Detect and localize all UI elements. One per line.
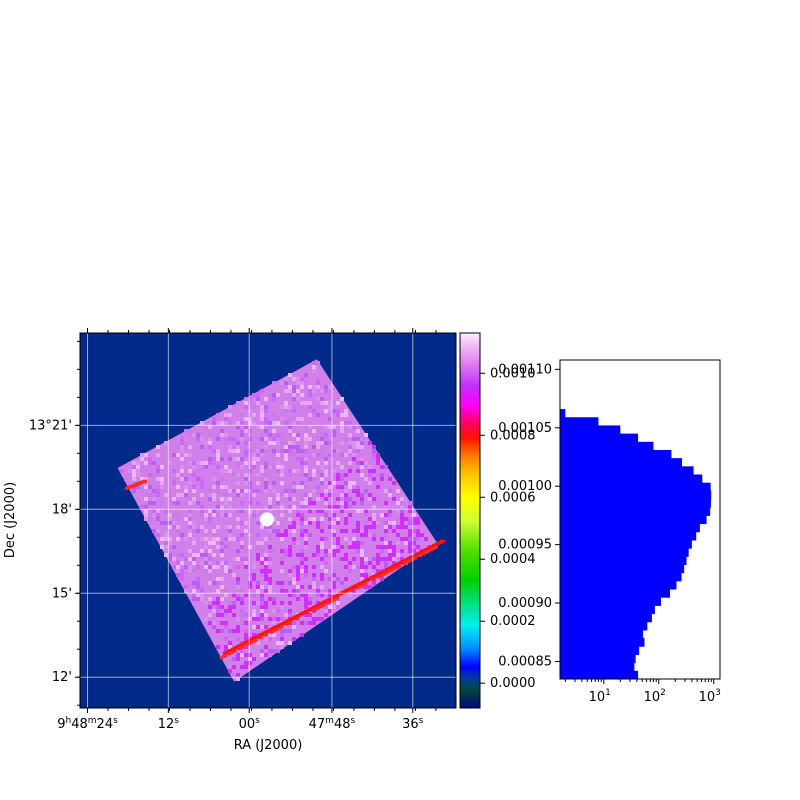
histogram-bar	[560, 425, 621, 435]
histogram-bars	[560, 409, 712, 680]
histogram-x-tick-label: 103	[699, 688, 721, 705]
histogram-bar	[560, 539, 692, 549]
y-tick-label: 12'	[52, 670, 72, 685]
histogram-bar	[560, 580, 677, 590]
histogram-bar	[560, 597, 662, 606]
x-tick-label: 36s​	[402, 716, 424, 732]
x-tick-label: 12s​	[158, 716, 180, 732]
histogram-bar	[560, 441, 654, 451]
histogram-panel: 0.00085 0.00090 0.00095 0.00100 0.00105 0.001…	[498, 359, 721, 705]
colorbar-tick-label: 0.0004	[490, 552, 536, 567]
histogram-y-tick-label: 0.00100	[498, 479, 552, 494]
histogram-bar	[560, 605, 655, 615]
coordinate-grid	[80, 333, 456, 708]
histogram-bar	[560, 515, 707, 525]
histogram-bar	[560, 613, 652, 623]
histogram-y-tick-label: 0.00085	[498, 654, 552, 669]
histogram-bar	[560, 654, 636, 664]
colorbar-tick-label: 0.0010	[490, 366, 536, 381]
histogram-bar	[560, 417, 599, 426]
histogram-y-tick-label: 0.00110	[498, 362, 552, 377]
histogram-bar	[560, 638, 645, 647]
image-frame	[79, 332, 457, 709]
histogram-bar	[560, 670, 639, 680]
histogram-bar	[560, 466, 694, 476]
colorbar-tick-label: 0.0000	[490, 676, 536, 691]
histogram-bar	[560, 409, 566, 418]
histogram-bar	[560, 523, 700, 533]
histogram-bar	[560, 531, 697, 541]
histogram-bar	[560, 662, 635, 672]
histogram-bar	[560, 507, 711, 516]
x-tick-label: 9h​48m​24s​	[57, 716, 118, 732]
histogram-bar	[560, 646, 640, 655]
histogram-bar	[560, 556, 687, 565]
x-tick-label: 00s​	[239, 716, 261, 732]
histogram-y-tick-label: 0.00105	[498, 421, 552, 436]
histogram-bar	[560, 572, 682, 582]
histogram-bar	[560, 458, 683, 467]
histogram-bar	[560, 589, 670, 598]
colorbar-tick-label: 0.0006	[490, 490, 536, 505]
histogram-x-tick-label: 101	[589, 688, 611, 705]
histogram-frame	[559, 359, 721, 680]
histogram-bar	[560, 499, 711, 508]
histogram-y-tick-label: 0.00090	[498, 596, 552, 611]
histogram-ticks: 0.00085 0.00090 0.00095 0.00100 0.00105 0.001…	[498, 362, 721, 705]
image-ticks: 13°21' 18' 15' 12' 9h​48m​24s​ 12s​ 00s​ 47m​48…	[29, 328, 437, 732]
y-tick-label: 15'	[52, 586, 72, 601]
colorbar-tick-label: 0.0008	[490, 428, 536, 443]
sky-image-panel: 13°21' 18' 15' 12' 9h​48m​24s​ 12s​ 00s​ 47m​48…	[3, 328, 457, 753]
histogram-bar	[560, 482, 711, 492]
histogram-bar	[560, 433, 639, 443]
point-source	[259, 512, 274, 527]
histogram-bar	[560, 490, 712, 500]
colorbar-gradient	[459, 332, 481, 709]
histogram-bar	[560, 629, 644, 639]
x-tick-label: 47m​48s​	[309, 716, 356, 732]
histogram-bar	[560, 474, 703, 484]
histogram-bar	[560, 621, 648, 631]
footprint-noise	[120, 361, 432, 681]
y-tick-label: 13°21'	[29, 418, 72, 433]
x-axis-label: RA (J2000)	[234, 738, 303, 753]
y-axis-label: Dec (J2000)	[3, 482, 18, 558]
y-tick-label: 18'	[52, 502, 72, 517]
colorbar-tick-label: 0.0002	[490, 614, 536, 629]
histogram-bar	[560, 548, 689, 557]
histogram-bar	[560, 449, 672, 459]
colorbar-ticks: 0.0000 0.0002 0.0004 0.0006 0.0008 0.0010	[480, 366, 536, 691]
footprint-image	[117, 359, 446, 682]
histogram-bar	[560, 564, 685, 574]
histogram-x-tick-label: 102	[644, 688, 666, 705]
histogram-y-tick-label: 0.00095	[498, 538, 552, 553]
colorbar: 0.0000 0.0002 0.0004 0.0006 0.0008 0.0010	[459, 332, 536, 709]
